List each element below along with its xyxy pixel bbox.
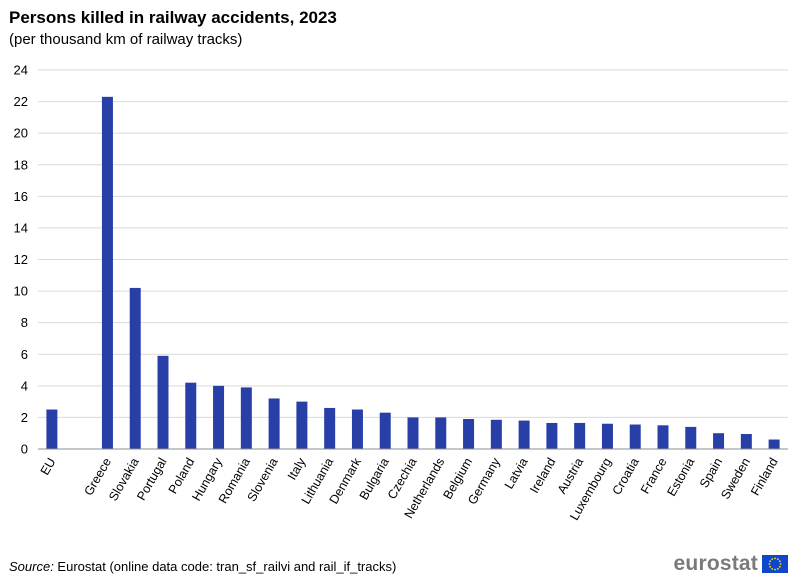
- bars: [46, 96, 780, 450]
- flag-star: [774, 557, 776, 560]
- y-tick-label: 14: [14, 220, 28, 235]
- flag-star: [779, 563, 782, 565]
- source-text: Eurostat (online data code: tran_sf_rail…: [53, 559, 397, 574]
- bar-portugal: [157, 355, 169, 449]
- flag-star: [774, 568, 776, 571]
- bar-france: [657, 425, 669, 449]
- bar-bulgaria: [379, 412, 391, 449]
- x-tick-label: Italy: [285, 455, 309, 483]
- flag-star: [768, 563, 771, 565]
- bar-slovakia: [129, 287, 141, 449]
- bar-sweden: [740, 433, 752, 449]
- flag-background: [762, 555, 788, 573]
- bar-germany: [490, 419, 502, 449]
- bar-lithuania: [324, 407, 336, 449]
- x-tick-label: Estonia: [664, 455, 697, 498]
- x-axis-labels: EU GreeceSlovakiaPortugalPolandHungaryRom…: [38, 455, 781, 523]
- y-tick-label: 10: [14, 284, 28, 299]
- bar-netherlands: [435, 417, 447, 449]
- eurostat-logo: eurostat: [674, 552, 788, 576]
- bar-italy: [296, 401, 308, 449]
- bar-belgium: [463, 418, 475, 449]
- flag-star: [771, 558, 774, 561]
- y-tick-label: 0: [21, 442, 28, 457]
- y-tick-label: 16: [14, 189, 28, 204]
- flag-star: [769, 560, 772, 563]
- bar-estonia: [685, 426, 697, 449]
- chart-subtitle: (per thousand km of railway tracks): [9, 31, 243, 48]
- flag-star: [771, 567, 774, 570]
- chart-title: Persons killed in railway accidents, 202…: [9, 8, 337, 27]
- bar-eu: [46, 409, 58, 449]
- flag-star: [776, 558, 779, 561]
- y-tick-label: 6: [21, 347, 28, 362]
- y-tick-label: 4: [21, 378, 28, 393]
- x-tick-label: Latvia: [502, 455, 531, 491]
- bar-croatia: [629, 424, 641, 449]
- x-tick-label: Spain: [697, 455, 725, 490]
- y-tick-label: 18: [14, 157, 28, 172]
- bar-spain: [713, 433, 725, 449]
- bar-poland: [185, 382, 197, 449]
- gridlines: [38, 69, 788, 418]
- source-note: Source: Eurostat (online data code: tran…: [9, 559, 396, 574]
- eu-flag-icon: [762, 555, 788, 573]
- bar-romania: [240, 387, 252, 449]
- flag-star: [769, 565, 772, 568]
- x-tick-label: Finland: [748, 455, 781, 498]
- bar-austria: [574, 422, 586, 449]
- bar-greece: [101, 96, 113, 450]
- y-tick-label: 20: [14, 126, 28, 141]
- y-tick-label: 8: [21, 315, 28, 330]
- flag-star: [778, 560, 781, 563]
- y-tick-label: 24: [14, 63, 28, 78]
- bar-finland: [768, 439, 780, 449]
- bar-hungary: [213, 385, 225, 449]
- x-tick-label: EU: [38, 456, 59, 478]
- source-label: Source:: [9, 559, 54, 574]
- bar-ireland: [546, 422, 558, 449]
- bar-luxembourg: [601, 423, 613, 449]
- flag-star: [776, 567, 779, 570]
- bar-latvia: [518, 420, 530, 449]
- y-tick-label: 2: [21, 410, 28, 425]
- bar-czechia: [407, 417, 419, 449]
- y-tick-label: 22: [14, 94, 28, 109]
- bar-denmark: [351, 409, 363, 449]
- y-tick-label: 12: [14, 252, 28, 267]
- eurostat-wordmark: eurostat: [673, 552, 758, 575]
- x-tick-label: Croatia: [610, 455, 642, 497]
- flag-star: [778, 565, 781, 568]
- bar-slovenia: [268, 398, 280, 449]
